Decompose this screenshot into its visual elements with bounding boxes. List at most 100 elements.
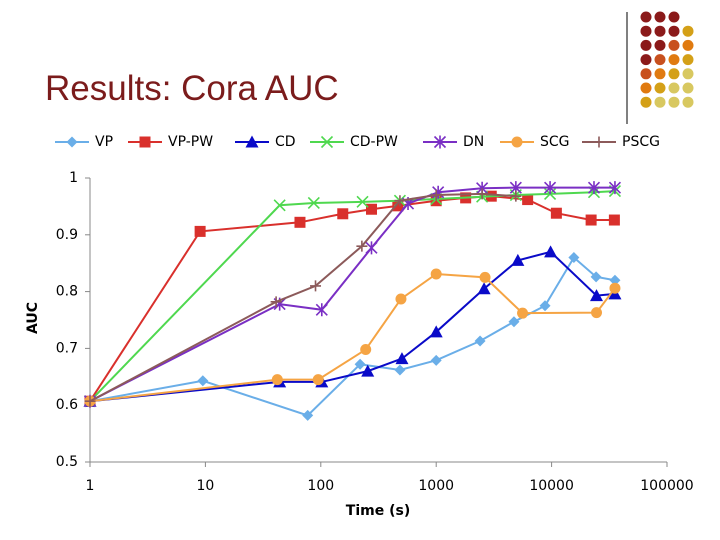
data-point (356, 240, 368, 252)
dot (668, 68, 680, 80)
data-point (430, 189, 442, 201)
legend-label: CD-PW (350, 134, 398, 150)
data-point (477, 282, 491, 295)
data-point (544, 181, 557, 195)
dot (640, 11, 652, 23)
data-point (608, 181, 622, 195)
legend-label: VP (95, 134, 113, 150)
y-tick-label: 1 (69, 170, 78, 186)
dot (668, 54, 680, 66)
legend-marker (139, 136, 151, 148)
data-point (590, 289, 604, 302)
data-point (511, 253, 525, 266)
dot (640, 68, 652, 80)
legend-marker (511, 136, 523, 148)
data-point (591, 307, 603, 319)
dot (640, 96, 652, 108)
data-point (356, 195, 369, 208)
y-tick-label: 0.5 (56, 454, 78, 470)
dot (654, 82, 666, 94)
data-point (568, 252, 580, 264)
data-point (539, 300, 551, 312)
slide-title: Results: Cora AUC (45, 69, 339, 108)
dot (668, 82, 680, 94)
data-point (394, 364, 406, 376)
data-point (271, 374, 283, 386)
dot (682, 39, 694, 51)
legend-label: PSCG (622, 134, 660, 150)
data-point (429, 325, 443, 338)
data-point (550, 207, 562, 219)
legend-label: SCG (540, 134, 570, 150)
x-tick-label: 10000 (529, 478, 574, 494)
data-point (312, 374, 324, 386)
dot (668, 96, 680, 108)
legend-marker (433, 135, 447, 149)
data-point (508, 316, 520, 328)
dot (682, 68, 694, 80)
data-point (510, 190, 522, 202)
dot (682, 82, 694, 94)
series-line (89, 250, 616, 403)
series-line (89, 186, 615, 403)
data-point (474, 335, 486, 347)
dot (668, 25, 680, 37)
data-point (84, 395, 96, 407)
dot (682, 25, 694, 37)
data-point (273, 199, 286, 212)
y-tick-label: 0.8 (56, 284, 78, 300)
legend-marker (245, 135, 259, 148)
dot (654, 54, 666, 66)
dot (640, 54, 652, 66)
data-point (307, 196, 320, 210)
x-axis-label: Time (s) (346, 503, 410, 519)
data-point (544, 245, 558, 258)
dot (668, 11, 680, 23)
data-point (522, 194, 534, 206)
data-point (315, 303, 328, 317)
data-point (337, 208, 349, 220)
data-point (609, 274, 621, 286)
series-line (89, 255, 616, 417)
series-line (89, 272, 616, 403)
dot (640, 25, 652, 37)
dot (654, 68, 666, 80)
dot (668, 39, 680, 51)
data-point (365, 241, 378, 255)
series-line (89, 190, 616, 402)
data-point (360, 344, 372, 356)
x-tick-label: 100 (307, 478, 334, 494)
dot (654, 25, 666, 37)
data-point (585, 214, 597, 226)
dot (654, 39, 666, 51)
dot (654, 96, 666, 108)
dot (654, 11, 666, 23)
data-point (194, 225, 206, 237)
data-point (430, 354, 442, 366)
data-point (590, 271, 602, 283)
legend-label: VP-PW (168, 134, 213, 150)
legend-marker (66, 136, 78, 148)
data-point (587, 181, 601, 195)
data-point (361, 364, 375, 377)
data-point (395, 293, 407, 305)
data-point (608, 214, 620, 226)
dot (682, 96, 694, 108)
series-line (89, 195, 615, 402)
data-point (310, 280, 322, 292)
legend-label: DN (463, 134, 484, 150)
dot-decoration (640, 11, 694, 108)
y-tick-label: 0.6 (56, 397, 78, 413)
data-point (294, 216, 306, 228)
data-point (609, 282, 621, 294)
dot (682, 54, 694, 66)
y-tick-label: 0.7 (56, 340, 78, 356)
data-point (395, 352, 409, 365)
data-point (479, 271, 491, 283)
x-tick-label: 100000 (640, 478, 693, 494)
data-point (430, 268, 442, 280)
x-tick-label: 1 (86, 478, 95, 494)
data-point (354, 358, 366, 370)
x-tick-label: 10 (196, 478, 214, 494)
